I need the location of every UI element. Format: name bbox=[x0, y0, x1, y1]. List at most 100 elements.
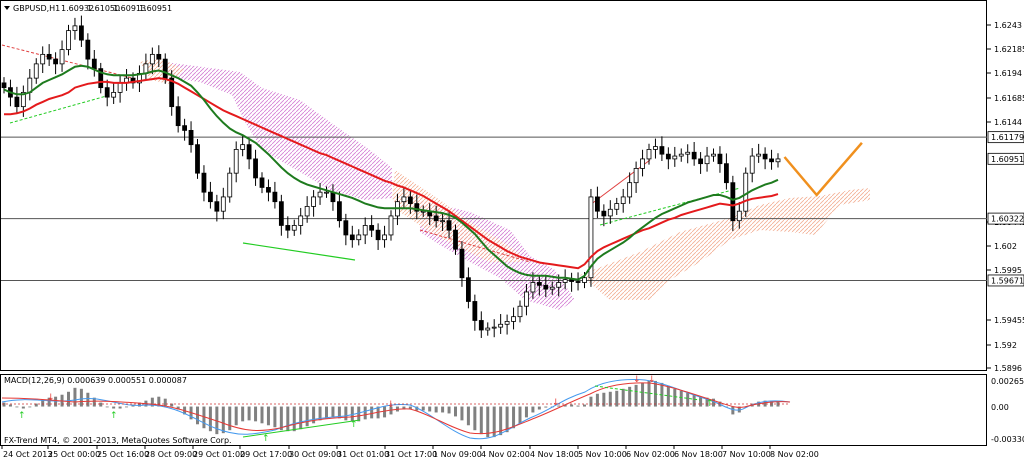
candle-body bbox=[246, 144, 252, 160]
macd-bar bbox=[434, 406, 438, 413]
trendline-green bbox=[242, 242, 356, 261]
macd-bar bbox=[305, 406, 309, 427]
macd-bar bbox=[2, 402, 6, 407]
candle-body bbox=[691, 151, 697, 160]
candle-body bbox=[188, 130, 194, 146]
candle-body bbox=[543, 284, 549, 290]
candle-body bbox=[162, 58, 168, 79]
svg-text:29 Oct 01:00: 29 Oct 01:00 bbox=[193, 450, 245, 459]
macd-bar bbox=[105, 406, 109, 408]
macd-bar bbox=[570, 404, 574, 407]
macd-bar bbox=[621, 388, 625, 407]
macd-bar bbox=[247, 406, 251, 421]
current-price-tag: 1.60951 bbox=[987, 152, 1024, 165]
forecast-path bbox=[783, 141, 863, 197]
candle-body bbox=[524, 291, 529, 307]
macd-bar bbox=[447, 406, 451, 414]
time-tick: 31 Oct 17:00 bbox=[384, 446, 437, 459]
price-tick: 1.5995 bbox=[987, 266, 1022, 275]
price-tick: 1.592 bbox=[987, 341, 1017, 350]
macd-bar bbox=[770, 400, 774, 407]
candle-body bbox=[511, 316, 516, 322]
svg-text:1.6144: 1.6144 bbox=[994, 118, 1022, 127]
time-tick: 4 Nov 18:00 bbox=[529, 446, 579, 459]
svg-text:4 Nov 02:00: 4 Nov 02:00 bbox=[481, 450, 530, 459]
dropdown-arrow-icon[interactable] bbox=[4, 6, 10, 10]
price-tick: 1.602 bbox=[987, 242, 1017, 251]
macd-bar bbox=[215, 406, 219, 435]
price-level-label: 1.61179 bbox=[991, 133, 1024, 142]
macd-bar bbox=[421, 406, 425, 411]
moving-average-line bbox=[4, 77, 779, 270]
macd-bar bbox=[531, 406, 535, 413]
macd-bar bbox=[47, 397, 51, 407]
arrow-down-icon: ↓ bbox=[387, 400, 395, 410]
candle-body bbox=[762, 153, 768, 160]
arrow-down-icon: ↓ bbox=[552, 398, 560, 408]
macd-bar bbox=[279, 406, 283, 431]
candle-body bbox=[665, 153, 671, 160]
candle-body bbox=[149, 53, 155, 65]
macd-bar bbox=[196, 406, 199, 425]
arrow-up-icon: ↑ bbox=[262, 434, 270, 444]
macd-bar bbox=[41, 399, 45, 407]
svg-text:31 Oct 17:00: 31 Oct 17:00 bbox=[385, 450, 437, 459]
candle-body bbox=[575, 281, 581, 283]
candle-body bbox=[440, 220, 446, 223]
candle-body bbox=[343, 220, 349, 236]
time-tick: 29 Oct 17:00 bbox=[239, 446, 292, 459]
macd-bar bbox=[492, 406, 496, 438]
macd-bar bbox=[679, 390, 683, 407]
candle-body bbox=[485, 327, 491, 331]
candle-body bbox=[356, 234, 362, 241]
candle-body bbox=[749, 155, 755, 174]
macd-bar bbox=[608, 391, 612, 407]
macd-bar bbox=[363, 406, 367, 420]
price-tick: 1.5896 bbox=[987, 364, 1022, 373]
candle-body bbox=[601, 210, 607, 217]
macd-bar bbox=[686, 392, 690, 407]
trendline-red bbox=[589, 159, 651, 206]
candle-body bbox=[646, 149, 652, 160]
candle-body bbox=[588, 196, 594, 279]
candle-body bbox=[40, 53, 46, 65]
moving-average-line bbox=[3, 64, 779, 281]
macd-bar bbox=[221, 406, 225, 434]
time-tick: 6 Nov 18:00 bbox=[673, 446, 723, 459]
macd-bar bbox=[518, 406, 522, 424]
svg-text:1.61685: 1.61685 bbox=[994, 94, 1024, 103]
candle-body bbox=[324, 191, 329, 194]
candle-body bbox=[182, 125, 188, 131]
time-tick: 7 Nov 10:00 bbox=[721, 446, 771, 459]
macd-bar bbox=[228, 406, 232, 431]
candle-body bbox=[433, 215, 439, 222]
candle-body bbox=[298, 215, 304, 226]
macd-bar bbox=[8, 404, 12, 407]
candle-body bbox=[401, 196, 407, 203]
candle-body bbox=[98, 68, 104, 89]
svg-text:1.62185: 1.62185 bbox=[994, 45, 1024, 54]
macd-bar bbox=[125, 406, 129, 408]
candle-body bbox=[311, 196, 317, 207]
macd-bar bbox=[318, 406, 322, 421]
macd-bar bbox=[15, 406, 19, 408]
macd-bar bbox=[615, 390, 619, 407]
macd-bar bbox=[512, 406, 516, 429]
macd-bar bbox=[499, 406, 503, 436]
candle-body bbox=[633, 168, 639, 184]
macd-bar bbox=[254, 406, 258, 422]
candle-body bbox=[556, 282, 562, 288]
candle-body bbox=[388, 215, 394, 236]
cloud-salmon-2 bbox=[580, 188, 870, 300]
time-tick: 8 Nov 02:00 bbox=[769, 446, 819, 459]
macd-bar bbox=[479, 406, 483, 435]
candle-body bbox=[369, 225, 375, 231]
macd-bar bbox=[292, 406, 296, 432]
macd-bar bbox=[602, 392, 606, 407]
macd-bar bbox=[157, 396, 161, 407]
candle-body bbox=[672, 155, 678, 160]
candle-body bbox=[491, 326, 497, 329]
chart-header: GBPUSD,H1 1.60932 1.61050 1.60913 1.6095… bbox=[4, 4, 172, 13]
